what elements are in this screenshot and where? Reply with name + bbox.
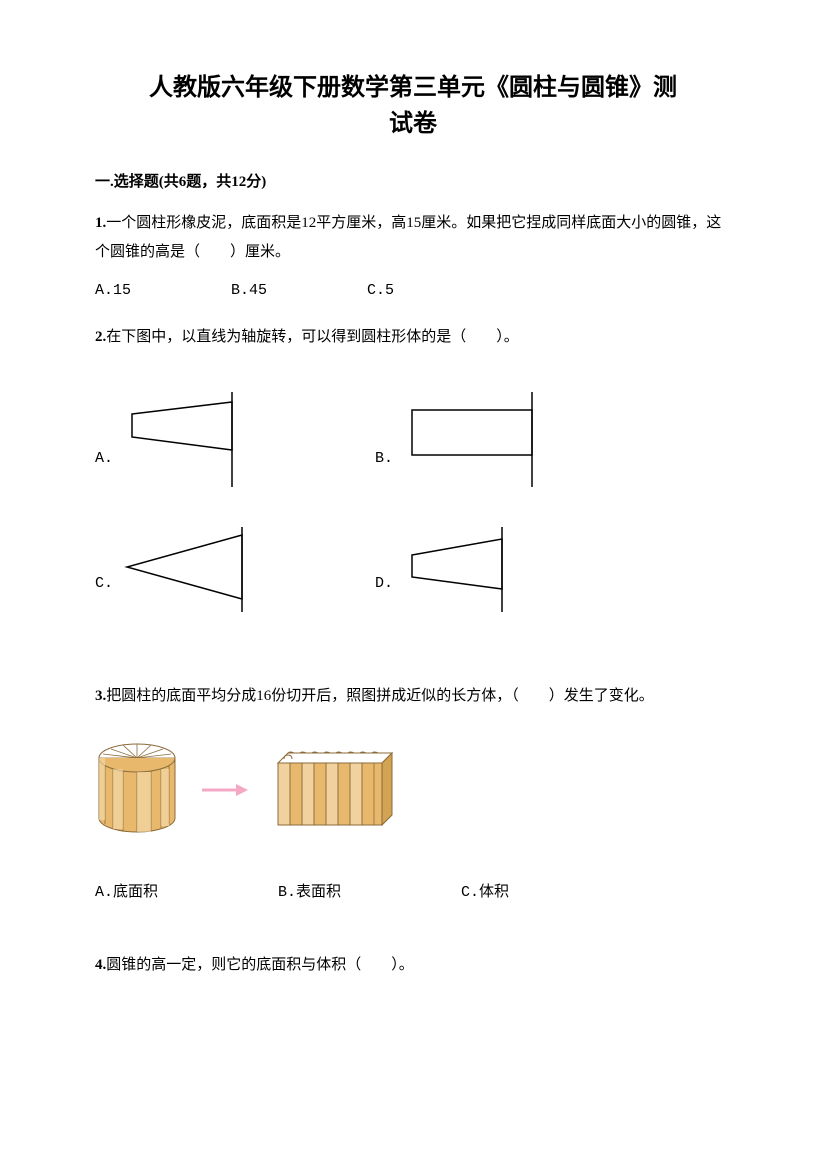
q2-optB-label: B.: [375, 450, 393, 487]
q1-text: 一个圆柱形橡皮泥，底面积是12平方厘米，高15厘米。如果把它捏成同样底面大小的圆…: [95, 215, 721, 260]
q3-options: A.底面积 B.表面积 C.体积: [95, 880, 731, 901]
q1-optA: A.15: [95, 282, 131, 299]
title-line2: 试卷: [95, 106, 731, 142]
shape-B-svg: [397, 392, 547, 487]
q3-optB: B.表面积: [278, 880, 341, 901]
section-header: 一.选择题(共6题，共12分): [95, 170, 731, 191]
shape-A-svg: [117, 392, 247, 487]
q2-text: 在下图中，以直线为轴旋转，可以得到圆柱形体的是（ ）。: [106, 329, 519, 345]
q4-num: 4.: [95, 957, 106, 973]
q3-optA: A.底面积: [95, 880, 158, 901]
q1-num: 1.: [95, 215, 106, 231]
q1-options: A.15 B.45 C.5: [95, 282, 731, 299]
q3-text: 把圆柱的底面平均分成16份切开后，照图拼成近似的长方体，（ ）发生了变化。: [106, 688, 654, 704]
shape-D-svg: [397, 527, 517, 612]
question-4: 4.圆锥的高一定，则它的底面积与体积（ ）。: [95, 951, 731, 980]
q3-num: 3.: [95, 688, 106, 704]
question-3: 3.把圆柱的底面平均分成16份切开后，照图拼成近似的长方体，（ ）发生了变化。: [95, 682, 731, 711]
q2-optC-label: C.: [95, 575, 113, 612]
question-1: 1.一个圆柱形橡皮泥，底面积是12平方厘米，高15厘米。如果把它捏成同样底面大小…: [95, 209, 731, 266]
q1-optC: C.5: [367, 282, 394, 299]
q2-shape-B: B.: [375, 392, 655, 487]
shape-C-svg: [117, 527, 257, 612]
cylinder-icon: [95, 740, 180, 840]
q3-optC: C.体积: [461, 880, 509, 901]
q2-shape-D: D.: [375, 527, 655, 612]
prism-icon: [270, 745, 400, 835]
question-2: 2.在下图中，以直线为轴旋转，可以得到圆柱形体的是（ ）。: [95, 323, 731, 352]
arrow-icon: [200, 780, 250, 800]
q2-shapes: A. B. C. D.: [95, 392, 731, 652]
q2-shape-A: A.: [95, 392, 375, 487]
q2-optA-label: A.: [95, 450, 113, 487]
q2-optD-label: D.: [375, 575, 393, 612]
page-title: 人教版六年级下册数学第三单元《圆柱与圆锥》测 试卷: [95, 70, 731, 142]
q2-shape-C: C.: [95, 527, 375, 612]
q4-text: 圆锥的高一定，则它的底面积与体积（ ）。: [106, 957, 414, 973]
q3-diagram: [95, 740, 731, 840]
title-line1: 人教版六年级下册数学第三单元《圆柱与圆锥》测: [95, 70, 731, 106]
q2-num: 2.: [95, 329, 106, 345]
q1-optB: B.45: [231, 282, 267, 299]
